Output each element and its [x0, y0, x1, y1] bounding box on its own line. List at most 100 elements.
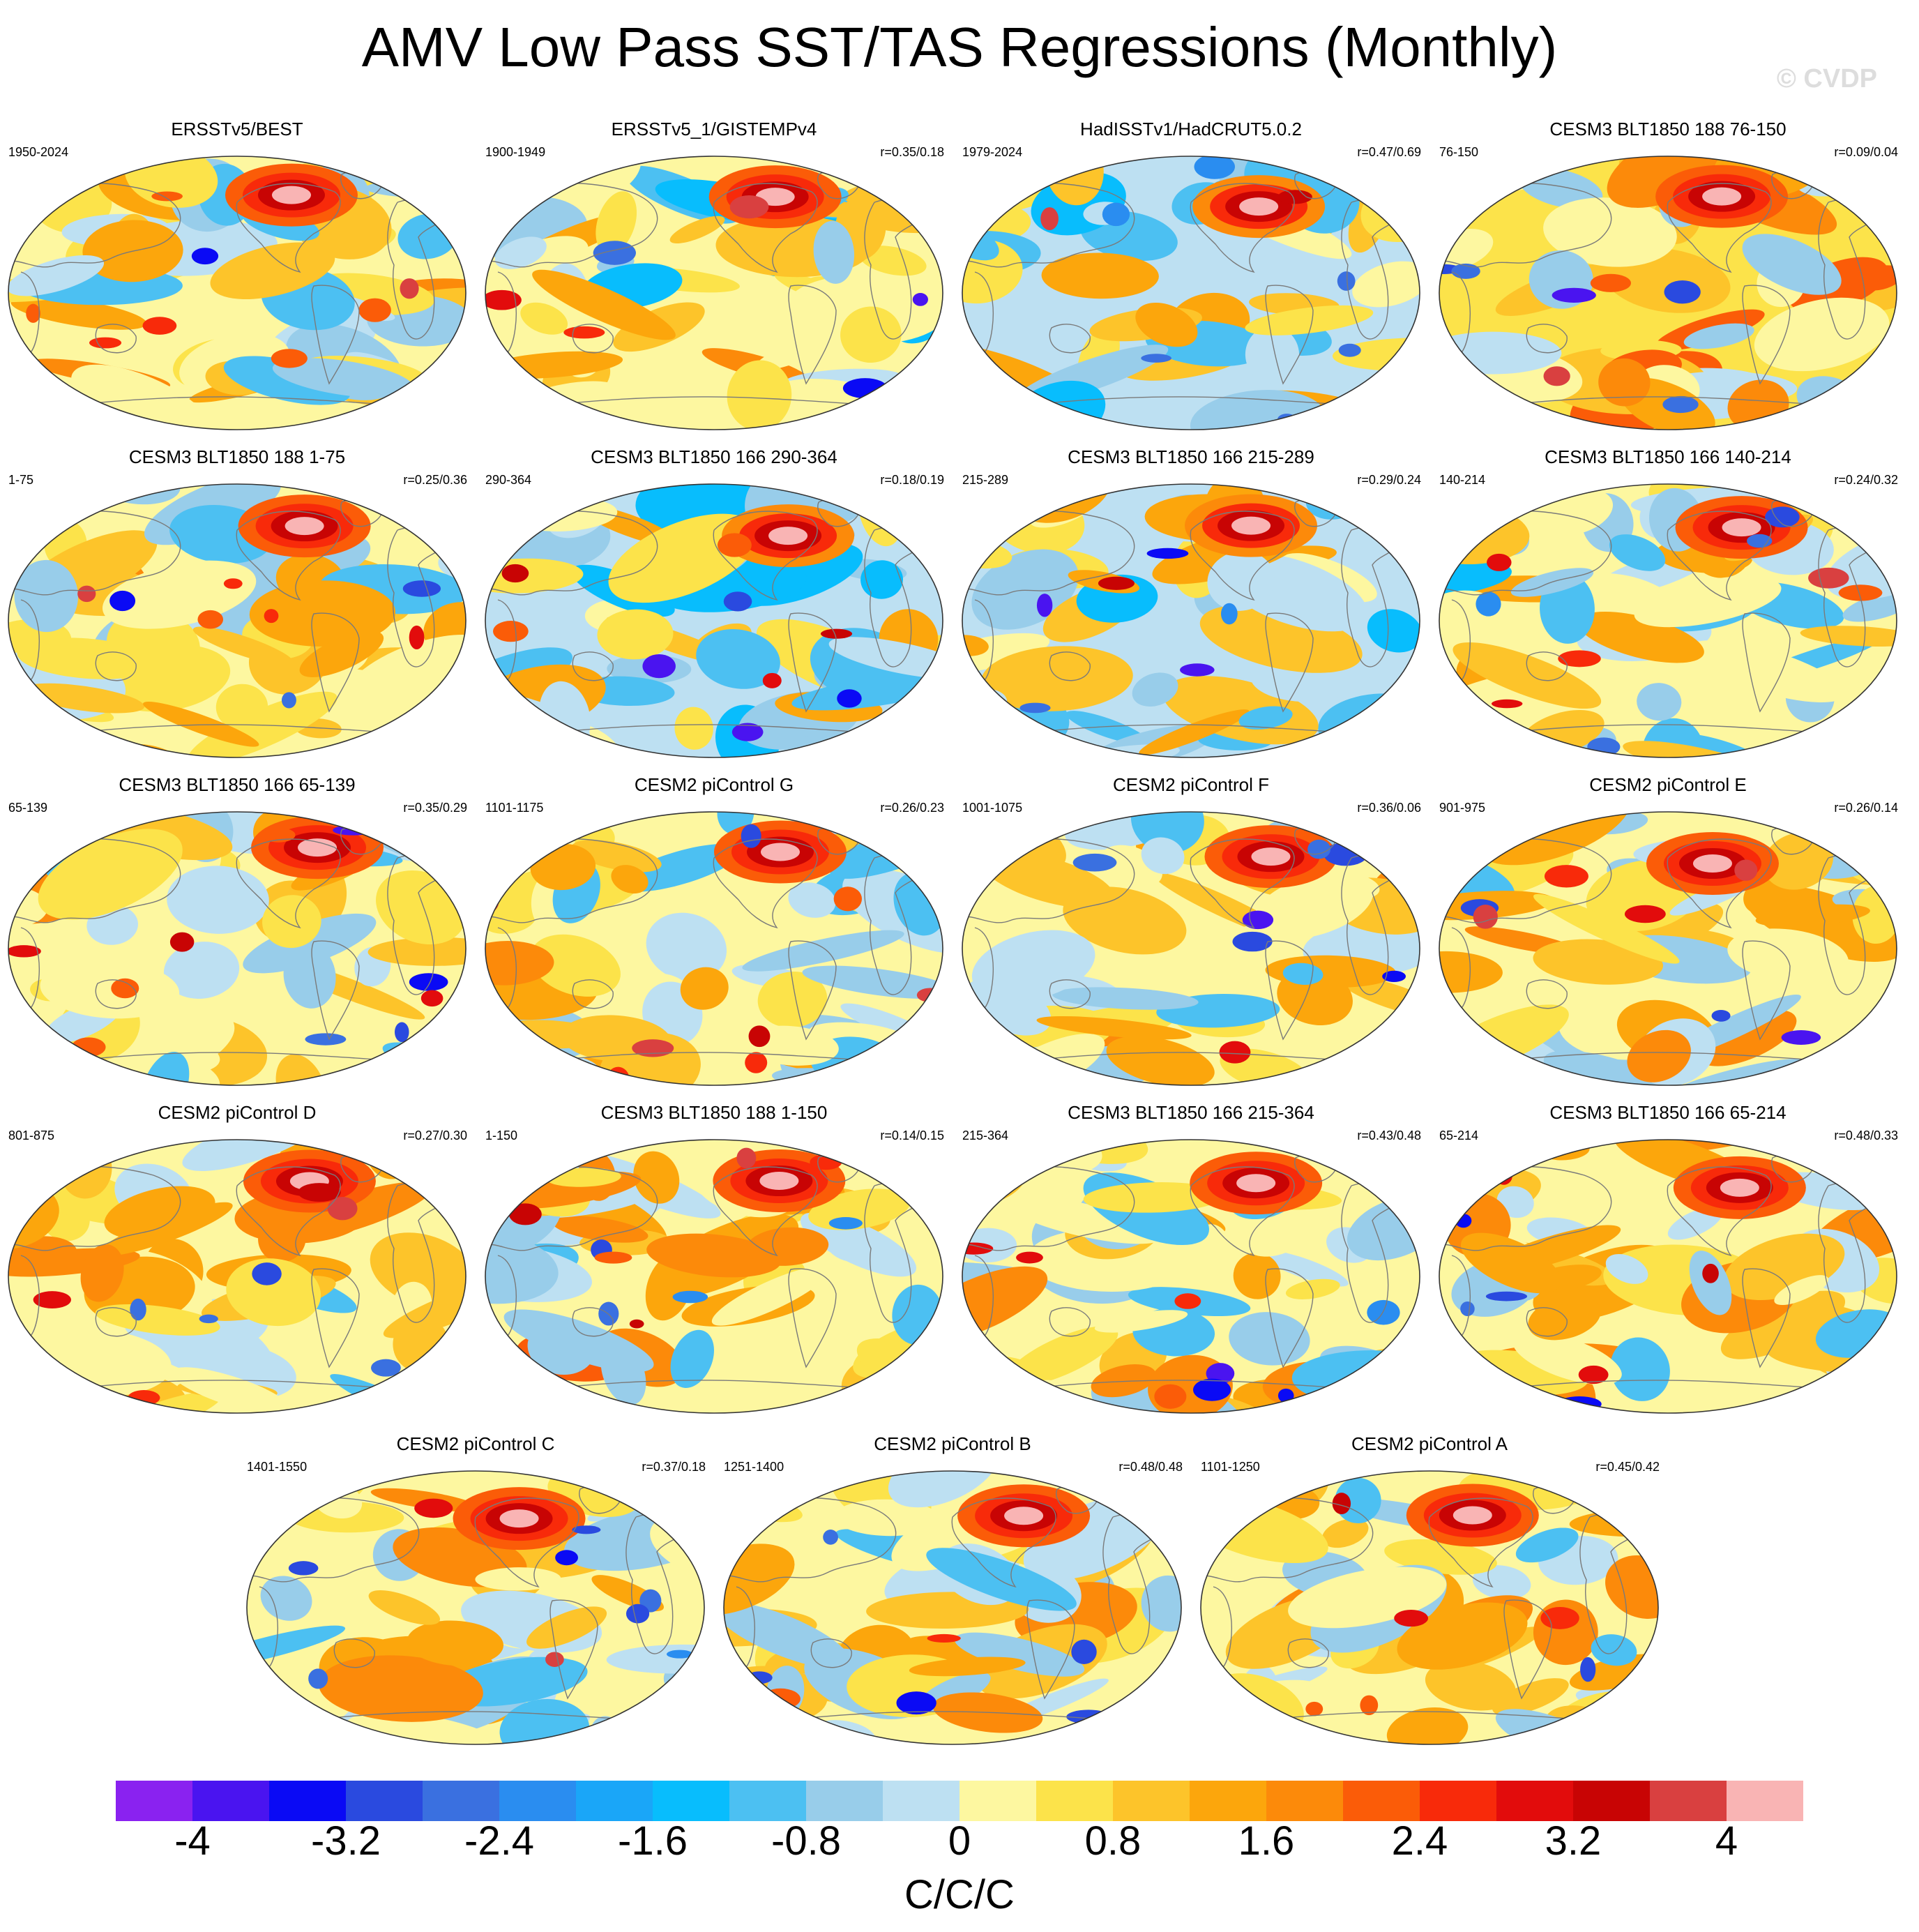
coastline [1526, 324, 1568, 354]
colorbar-swatch [1266, 1781, 1344, 1821]
anomaly-spot [394, 1022, 409, 1043]
coastline [1742, 940, 1791, 1041]
anomaly-spot [1102, 202, 1130, 227]
anomaly-spot [305, 1033, 347, 1046]
watermark: © CVDP [1776, 64, 1877, 93]
panel-title: CESM3 BLT1850 166 290-364 [591, 446, 837, 467]
anomaly-region [1243, 1214, 1309, 1257]
panel-years: 215-364 [962, 1129, 1009, 1142]
anomaly-region [606, 1644, 704, 1674]
anomaly-region [485, 941, 554, 986]
panel-years: 1-150 [485, 1129, 518, 1142]
anomaly-region [991, 156, 1040, 184]
anomaly-spot [750, 1700, 769, 1718]
regression-map [485, 156, 943, 430]
anomaly-region [1605, 1253, 1648, 1284]
anomaly-region [571, 840, 662, 873]
anomaly-spot [26, 303, 40, 323]
panel-correlation: r=0.45/0.42 [1595, 1460, 1660, 1474]
anomaly-region [1439, 951, 1503, 993]
anomaly-spot [1041, 812, 1076, 821]
panel-correlation: r=0.26/0.23 [880, 801, 944, 815]
north-atlantic-anomaly [1239, 197, 1279, 216]
anomaly-region [962, 818, 1014, 858]
anomaly-region [1006, 1326, 1118, 1387]
panel-correlation: r=0.26/0.14 [1834, 801, 1898, 815]
regression-map [962, 156, 1420, 430]
anomaly-spot [1242, 910, 1274, 930]
anomaly-spot [409, 973, 448, 991]
anomaly-spot [1395, 1194, 1420, 1207]
anomaly-spot [508, 1203, 542, 1225]
panel-years: 1101-1175 [485, 801, 544, 815]
coastline [951, 1497, 1056, 1588]
anomaly-region [909, 1656, 1026, 1677]
panel-years: 76-150 [1439, 145, 1479, 159]
coastline [713, 511, 818, 601]
anomaly-spot [1439, 1168, 1469, 1192]
anomaly-region [980, 646, 1133, 711]
anomaly-spot [823, 1530, 838, 1545]
anomaly-region [1440, 156, 1505, 193]
map-panel: CESM2 piControl F 1001-1075 r=0.36/0.06 [954, 774, 1428, 1095]
anomaly-spot [1394, 1609, 1428, 1627]
colorbar-swatch [1573, 1781, 1651, 1821]
field-layer [8, 156, 466, 430]
anomaly-region [608, 513, 759, 603]
anomaly-region [1392, 1140, 1420, 1175]
anomaly-spot [896, 1691, 936, 1715]
coastline [1190, 183, 1295, 273]
coastline [572, 1307, 614, 1337]
coastline [572, 979, 614, 1009]
panel-title: CESM2 piControl B [874, 1433, 1031, 1454]
map-border [8, 156, 467, 430]
anomaly-region [243, 913, 377, 974]
anomaly-region [10, 296, 147, 330]
anomaly-spot [414, 1498, 453, 1518]
coastline [1049, 979, 1091, 1009]
regression-map [1200, 1470, 1659, 1745]
anomaly-spot [833, 886, 863, 912]
panel-years: 901-975 [1439, 801, 1486, 815]
coastline [474, 1497, 579, 1588]
coastline [1049, 324, 1091, 354]
anomaly-region [1245, 326, 1300, 384]
coastline [1667, 838, 1772, 929]
panel-title: CESM2 piControl G [634, 774, 794, 795]
anomaly-region [882, 812, 943, 821]
field-layer [962, 812, 1420, 1085]
regression-map [485, 811, 943, 1086]
coastline [713, 838, 818, 929]
coastline [236, 183, 341, 273]
anomaly-region [669, 216, 725, 243]
north-atlantic-anomaly [1720, 1178, 1759, 1197]
panel-years: 290-364 [485, 473, 532, 487]
anomaly-spot [1019, 702, 1051, 714]
anomaly-spot [746, 1671, 773, 1684]
anomaly-spot [1360, 1695, 1379, 1716]
panel-years: 801-875 [8, 1129, 55, 1142]
colorbar-swatch [1727, 1781, 1803, 1821]
anomaly-spot [450, 405, 466, 428]
panel-years: 1001-1075 [962, 801, 1023, 815]
colorbar-swatch [1650, 1781, 1727, 1821]
coastline [1265, 1268, 1314, 1368]
anomaly-spot [1485, 1291, 1528, 1301]
colorbar-swatch [1420, 1781, 1497, 1821]
map-panel: CESM2 piControl A 1101-1250 r=0.45/0.42 [1192, 1433, 1667, 1754]
colorbar-swatch [653, 1781, 730, 1821]
anomaly-region [1106, 1036, 1215, 1085]
anomaly-spot [1277, 190, 1312, 204]
anomaly-region [1091, 1364, 1156, 1398]
anomaly-spot [731, 723, 764, 741]
north-atlantic-anomaly [1722, 518, 1761, 537]
anomaly-spot [1711, 1009, 1731, 1022]
anomaly-spot [1359, 819, 1397, 833]
colorbar-swatch [1036, 1781, 1114, 1821]
map-border [8, 811, 467, 1086]
anomaly-spot [327, 1197, 358, 1221]
anomaly-spot [666, 1650, 693, 1659]
field-layer [485, 1140, 943, 1413]
panel-years: 65-214 [1439, 1129, 1479, 1142]
map-panel: CESM3 BLT1850 188 1-75 1-75 r=0.25/0.36 [0, 446, 474, 767]
